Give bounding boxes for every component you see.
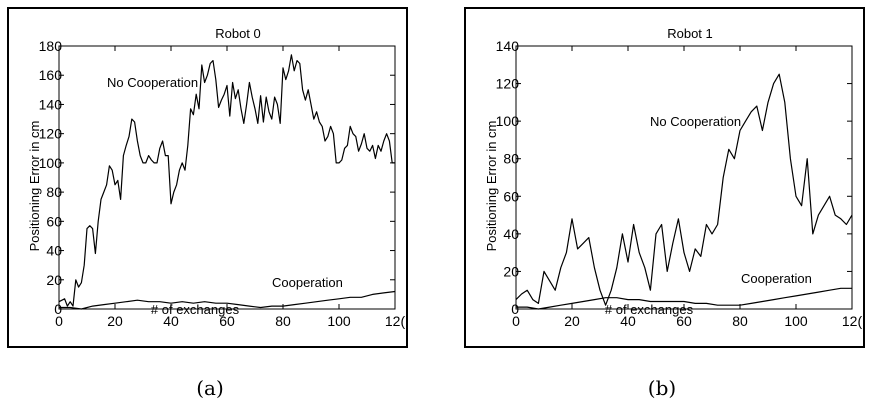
y-axis-label: Positioning Error in cm [484, 121, 499, 252]
chart-title: Robot 0 [215, 26, 261, 41]
y-tick-label: 80 [503, 151, 519, 167]
chart-robot-1: 0 20 40 60 80 100 120 140 0 20 40 60 80 100 12( Robot … [484, 26, 863, 329]
x-tick-label: 20 [107, 313, 123, 329]
annotation-cooperation: Cooperation [741, 271, 812, 286]
y-tick-label: 100 [496, 113, 520, 129]
x-axis-label: # of exchanges [151, 302, 240, 317]
y-tick-label: 140 [39, 96, 63, 112]
caption-b: (b) [647, 376, 677, 400]
y-tick-label: 60 [503, 188, 519, 204]
y-tick-label: 120 [39, 126, 63, 142]
x-tick-label: 80 [732, 313, 748, 329]
annotation-cooperation: Cooperation [272, 275, 343, 290]
series-line-cooperation [516, 287, 852, 310]
y-tick-label: 60 [46, 213, 62, 229]
annotation-no-cooperation: No Cooperation [107, 75, 198, 90]
x-tick-label: 100 [784, 313, 808, 329]
x-tick-label: 0 [512, 313, 520, 329]
chart-title: Robot 1 [667, 26, 713, 41]
series-line-no-cooperation [515, 73, 853, 306]
y-tick-label: 20 [46, 272, 62, 288]
y-tick-label: 140 [496, 38, 520, 54]
x-tick-label: 20 [564, 313, 580, 329]
series-line-cooperation [59, 290, 396, 310]
x-tick-label: 40 [620, 313, 636, 329]
y-axis-label: Positioning Error in cm [27, 121, 42, 252]
y-tick-label: 40 [503, 226, 519, 242]
y-tick-label: 160 [39, 67, 63, 83]
x-tick-label: 12( [385, 313, 406, 329]
y-tick-label: 20 [503, 263, 519, 279]
x-tick-label: 100 [327, 313, 351, 329]
y-tick-label: 40 [46, 243, 62, 259]
x-tick-label: 60 [219, 313, 235, 329]
annotation-no-cooperation: No Cooperation [650, 114, 741, 129]
y-tick-label: 0 [511, 301, 519, 317]
y-tick-label: 100 [39, 155, 63, 171]
x-tick-label: 60 [676, 313, 692, 329]
x-tick-label: 80 [275, 313, 291, 329]
chart-panel-robot-0: 0 20 40 60 80 100 120 140 160 180 0 20 40 60 80 100 12( … [7, 7, 408, 348]
y-tick-label: 80 [46, 184, 62, 200]
plot-area-frame [515, 45, 853, 310]
y-tick-label: 180 [39, 38, 63, 54]
y-tick-label: 0 [54, 301, 62, 317]
x-tick-label: 40 [163, 313, 179, 329]
series-line-no-cooperation [58, 54, 395, 307]
x-tick-label: 0 [55, 313, 63, 329]
x-axis-label: # of exchanges [605, 302, 694, 317]
chart-panel-robot-1: 0 20 40 60 80 100 120 140 0 20 40 60 80 100 12( Robot … [464, 7, 865, 348]
y-tick-label: 120 [496, 76, 520, 92]
x-tick-label: 12( [842, 313, 863, 329]
caption-a: (a) [196, 376, 224, 400]
